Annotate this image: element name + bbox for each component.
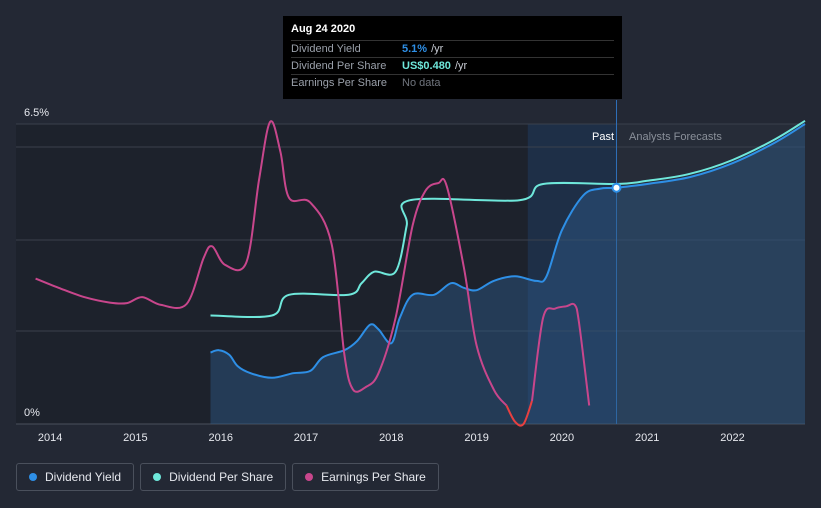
x-tick-label: 2017 [294, 432, 318, 444]
legend: Dividend Yield Dividend Per Share Earnin… [16, 463, 445, 491]
tooltip-row-earnings-per-share: Earnings Per Share No data [291, 74, 614, 91]
marker-layer [611, 182, 622, 193]
earnings-per-share-low-segment [505, 400, 533, 427]
tooltip-date: Aug 24 2020 [291, 23, 356, 35]
tooltip-unit: /yr [454, 60, 468, 72]
tooltip-label: Dividend Per Share [291, 60, 387, 72]
y-tick-zero: 0% [24, 407, 40, 419]
x-tick-label: 2015 [123, 432, 147, 444]
dividend-yield-line [210, 123, 806, 379]
x-tick-label: 2016 [208, 432, 232, 444]
x-tick-label: 2014 [38, 432, 62, 444]
past-shade-layer [527, 124, 805, 424]
legend-label: Dividend Yield [45, 470, 122, 484]
x-tick-label: 2022 [720, 432, 744, 444]
legend-dot-icon [153, 473, 162, 481]
tooltip-value: US$0.480 [402, 60, 451, 72]
dividend-yield-area-layer [210, 124, 805, 424]
tooltip-value: 5.1% [402, 43, 428, 55]
tooltip-row-dividend-per-share: Dividend Per Share US$0.480 /yr [291, 57, 614, 74]
tooltip-unit: No data [402, 77, 441, 89]
series-lines-layer [35, 119, 806, 427]
legend-dot-icon [29, 473, 37, 481]
earnings-per-share-line [35, 120, 508, 407]
forecast-label: Analysts Forecasts [629, 131, 722, 143]
current-point-marker [611, 182, 622, 193]
x-tick-label: 2019 [464, 432, 488, 444]
legend-item-dividend-per-share[interactable]: Dividend Per Share [140, 463, 287, 491]
tooltip: Aug 24 2020 Dividend Yield 5.1% /yr Divi… [283, 16, 622, 99]
earnings-per-share-line-recent [531, 302, 591, 406]
x-tick-label: 2020 [550, 432, 574, 444]
x-axis-ticks: 2014 2015 2016 2017 2018 2019 2020 2021 2022 [38, 432, 745, 444]
x-tick-label: 2021 [635, 432, 659, 444]
legend-item-dividend-yield[interactable]: Dividend Yield [16, 463, 135, 491]
dividend-yield-area [210, 124, 805, 424]
legend-label: Earnings Per Share [321, 470, 426, 484]
legend-label: Dividend Per Share [169, 470, 274, 484]
gridlines [16, 100, 805, 425]
legend-dot-icon [305, 473, 314, 481]
tooltip-label: Dividend Yield [291, 43, 361, 55]
y-tick-top: 6.5% [24, 107, 49, 119]
x-tick-label: 2018 [379, 432, 403, 444]
legend-item-earnings-per-share[interactable]: Earnings Per Share [292, 463, 439, 491]
past-label: Past [592, 131, 614, 143]
forecast-shade [616, 124, 805, 424]
tooltip-label: Earnings Per Share [291, 77, 387, 89]
tooltip-row-dividend-yield: Dividend Yield 5.1% /yr [291, 40, 614, 57]
tooltip-unit: /yr [431, 43, 444, 55]
past-shade [527, 124, 617, 424]
